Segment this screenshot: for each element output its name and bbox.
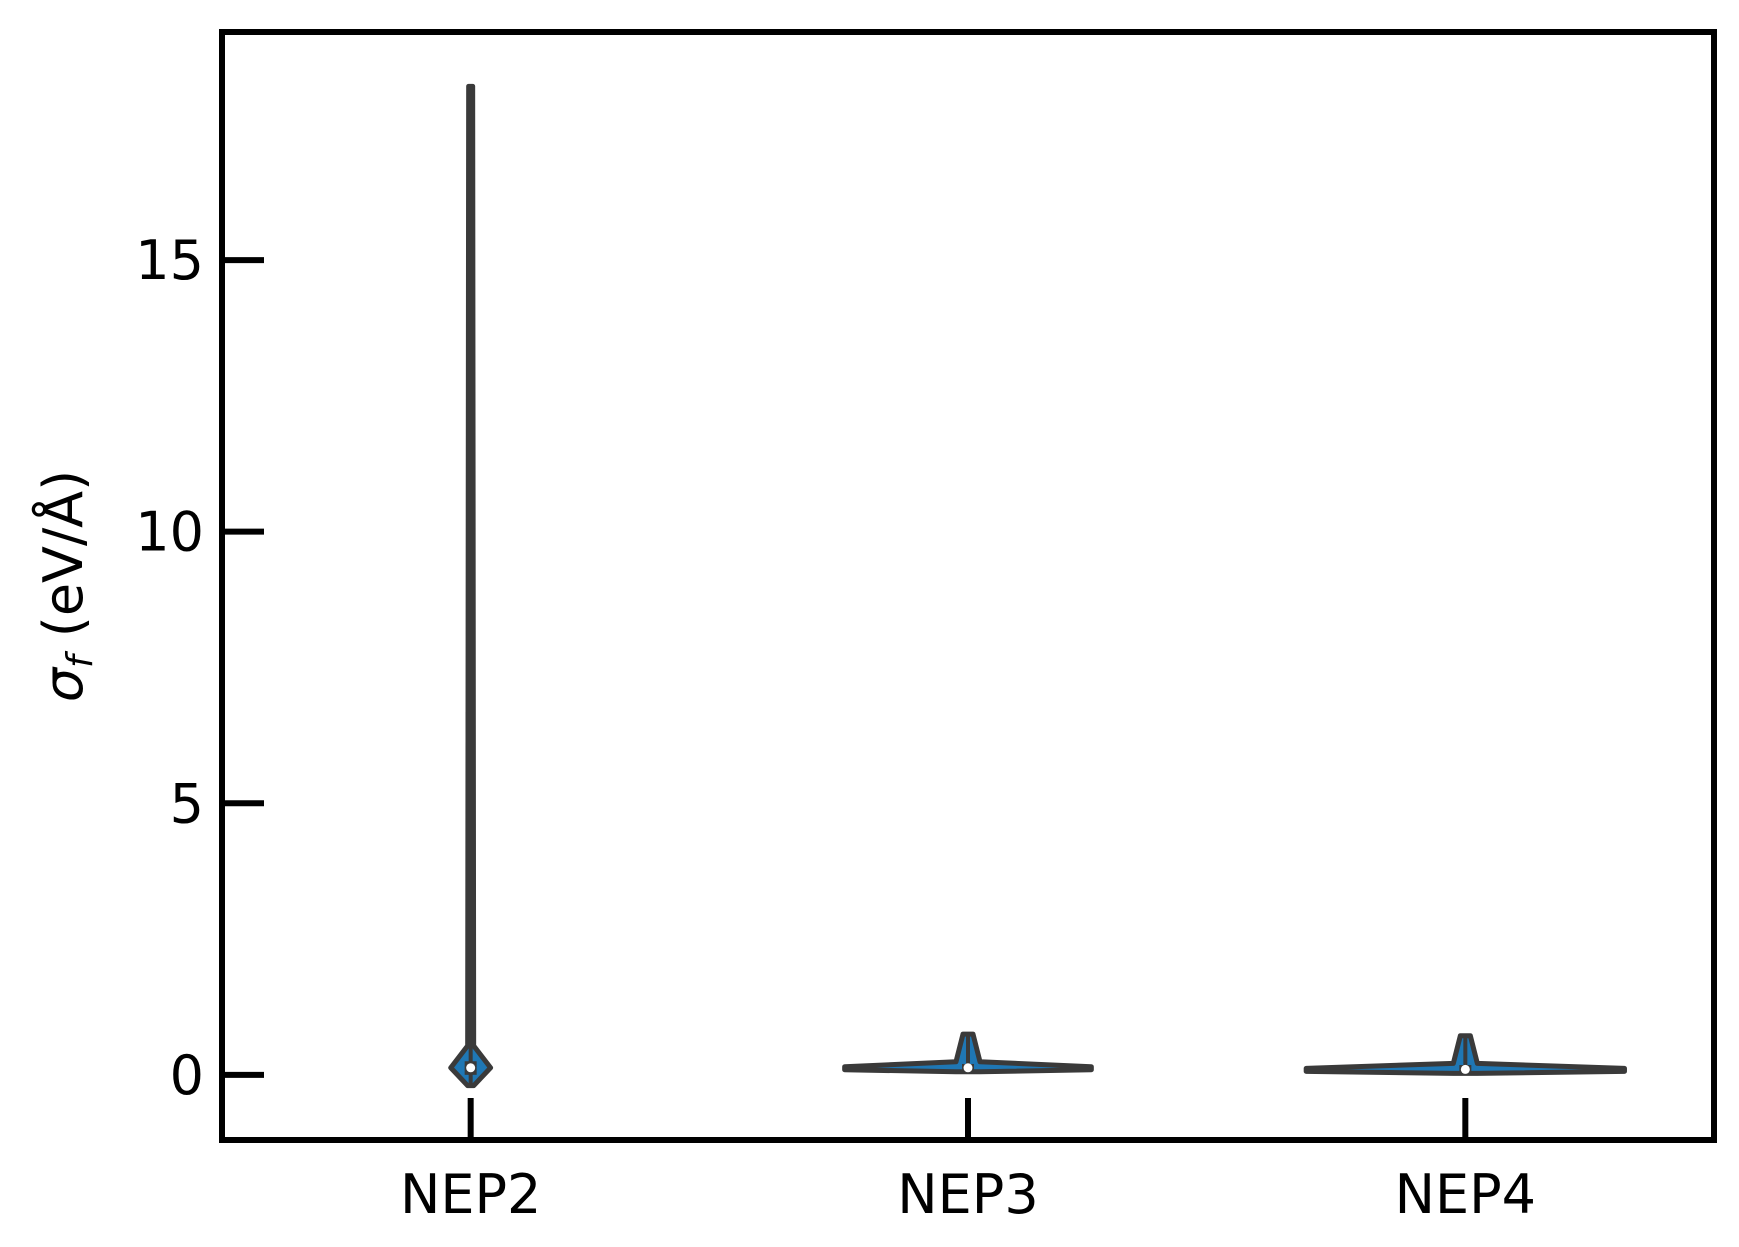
violin-median-point (963, 1063, 973, 1073)
violins (448, 83, 1627, 1089)
y-axis-label: σf (eV/Å) (31, 470, 101, 702)
x-axis: NEP2 NEP3 NEP4 (400, 1098, 1536, 1226)
y-tick-label: 10 (135, 501, 204, 564)
y-tick-label: 15 (135, 229, 204, 292)
y-axis-label-subscript: f (60, 650, 101, 668)
x-tick-label: NEP3 (897, 1163, 1038, 1226)
plot-frame (219, 29, 1717, 1143)
violin-median-point (1460, 1064, 1470, 1074)
y-tick-label: 5 (170, 772, 204, 835)
y-axis-label-symbol: σ (32, 666, 95, 702)
violin-median-point (466, 1063, 476, 1073)
x-tick-label: NEP4 (1395, 1163, 1536, 1226)
y-axis-label-unit: (eV/Å) (31, 470, 95, 637)
y-axis: 0 5 10 15 (135, 229, 264, 1107)
x-tick-label: NEP2 (400, 1163, 541, 1226)
y-tick-label: 0 (170, 1044, 204, 1107)
